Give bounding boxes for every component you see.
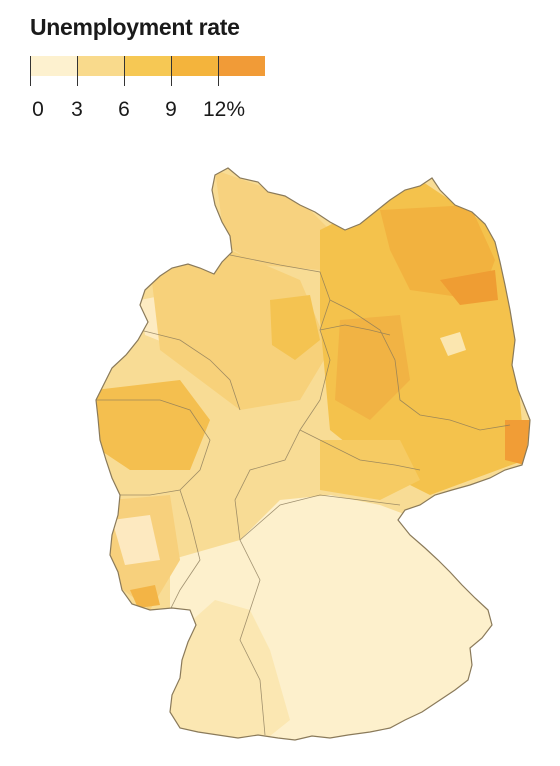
map-fill-regions <box>96 168 530 740</box>
legend-title: Unemployment rate <box>30 14 240 40</box>
legend-swatch-9-12 <box>171 56 218 76</box>
legend-color-scale <box>30 56 265 88</box>
legend-tick-3 <box>77 56 78 86</box>
legend-tick-6 <box>124 56 125 86</box>
legend-tick-0 <box>30 56 31 86</box>
legend-swatch-0-3 <box>30 56 77 76</box>
legend-swatch-12-plus <box>218 56 265 76</box>
legend-label-12-percent: 12% <box>202 98 246 121</box>
legend-labels: 0 3 6 9 12% <box>30 98 290 128</box>
legend-label-6: 6 <box>118 98 130 121</box>
legend-swatch-6-9 <box>124 56 171 76</box>
legend-swatch-3-6 <box>77 56 124 76</box>
legend-tick-9 <box>171 56 172 86</box>
germany-choropleth-map <box>95 167 531 741</box>
legend-label-3: 3 <box>71 98 83 121</box>
legend-tick-12 <box>218 56 219 86</box>
state-borders <box>96 254 511 736</box>
legend-label-0: 0 <box>32 98 44 121</box>
legend-label-9: 9 <box>165 98 177 121</box>
